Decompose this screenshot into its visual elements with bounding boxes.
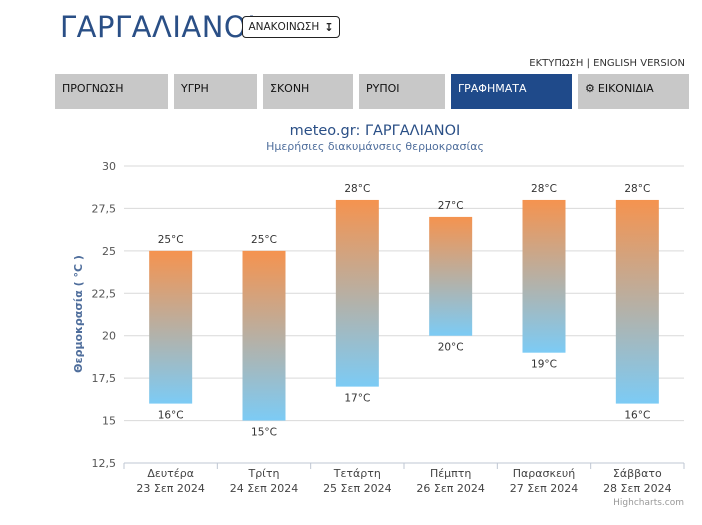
low-temp-label: 16°C <box>624 410 650 422</box>
tab-label: ΕΙΚΟΝΙΔΙΑ <box>597 82 654 95</box>
x-tick-date: 25 Σεπ 2024 <box>323 482 392 495</box>
x-tick-date: 27 Σεπ 2024 <box>510 482 579 495</box>
announcement-label: ΑΝΑΚΟΙΝΩΣΗ <box>248 21 320 33</box>
tab-label: ΠΡΟΓΝΩΣΗ <box>62 82 124 95</box>
y-tick-label: 15 <box>102 415 116 428</box>
tab-label: ΡΥΠΟΙ <box>366 82 400 95</box>
highcharts-credit[interactable]: Highcharts.com <box>613 498 684 508</box>
high-temp-label: 28°C <box>531 183 557 195</box>
x-tick-date: 26 Σεπ 2024 <box>416 482 485 495</box>
y-tick-label: 30 <box>102 160 116 173</box>
announcement-button[interactable]: ΑΝΑΚΟΙΝΩΣΗ ↧ <box>242 16 340 38</box>
english-version-link[interactable]: ENGLISH VERSION <box>593 58 685 69</box>
top-links: ΕΚΤΥΠΩΣΗ | ENGLISH VERSION <box>529 58 685 69</box>
temperature-range-bar <box>335 199 379 387</box>
x-tick-day: Δευτέρα <box>147 467 194 480</box>
y-axis-ticks: 12,5 15 17,5 20 22,5 25 27,5 30 <box>92 160 117 470</box>
y-tick-label: 27,5 <box>92 202 117 215</box>
bars: 25°C 16°C 25°C 15°C 28°C 17°C 27°C 20°C 28°C 19°C… <box>149 183 659 439</box>
temperature-range-bar <box>149 250 193 404</box>
gear-icon: ⚙ <box>585 82 595 95</box>
tab-humidity[interactable]: ΥΓΡΗ <box>174 74 257 109</box>
tab-icons[interactable]: ⚙ ΕΙΚΟΝΙΔΙΑ <box>578 74 689 109</box>
x-tick-day: Πέμπτη <box>430 467 471 480</box>
x-tick-day: Τρίτη <box>247 467 279 480</box>
x-tick-day: Σάββατο <box>613 467 662 480</box>
y-tick-label: 22,5 <box>92 287 117 300</box>
tab-charts[interactable]: ΓΡΑΦΗΜΑΤΑ <box>451 74 572 109</box>
page-title: ΓΑΡΓΑΛΙΑΝΟΙ <box>60 10 257 44</box>
x-tick-date: 28 Σεπ 2024 <box>603 482 672 495</box>
y-tick-label: 12,5 <box>92 457 117 470</box>
high-temp-label: 28°C <box>344 183 370 195</box>
chart-title: meteo.gr: ΓΑΡΓΑΛΙΑΝΟΙ <box>290 123 461 139</box>
temperature-range-bar <box>429 216 473 336</box>
low-temp-label: 20°C <box>438 342 464 354</box>
x-tick-date: 24 Σεπ 2024 <box>230 482 299 495</box>
temperature-range-bar <box>522 199 566 353</box>
link-separator: | <box>586 58 590 69</box>
high-temp-label: 25°C <box>251 234 277 246</box>
x-tick-date: 23 Σεπ 2024 <box>136 482 205 495</box>
tab-label: ΣΚΟΝΗ <box>270 82 310 95</box>
low-temp-label: 19°C <box>531 359 557 371</box>
x-tick-day: Παρασκευή <box>513 467 576 480</box>
temperature-range-bar <box>242 250 286 421</box>
x-tick-day: Τετάρτη <box>333 467 381 480</box>
high-temp-label: 28°C <box>624 183 650 195</box>
tab-label: ΓΡΑΦΗΜΑΤΑ <box>458 82 527 95</box>
low-temp-label: 17°C <box>344 393 370 405</box>
temperature-chart: meteo.gr: ΓΑΡΓΑΛΙΑΝΟΙ Ημερήσιες διακυμάν… <box>72 123 685 508</box>
x-axis-labels: Δευτέρα 23 Σεπ 2024 Τρίτη 24 Σεπ 2024 Τετάρτ… <box>123 463 685 495</box>
chart-subtitle: Ημερήσιες διακυμάνσεις θερμοκρασίας <box>266 140 484 153</box>
tab-pollutants[interactable]: ΡΥΠΟΙ <box>359 74 445 109</box>
low-temp-label: 15°C <box>251 427 277 439</box>
tab-dust[interactable]: ΣΚΟΝΗ <box>263 74 353 109</box>
tab-forecast[interactable]: ΠΡΟΓΝΩΣΗ <box>55 74 168 109</box>
gridlines <box>124 165 684 464</box>
high-temp-label: 27°C <box>438 200 464 212</box>
y-tick-label: 17,5 <box>92 372 117 385</box>
y-tick-label: 20 <box>102 330 116 343</box>
y-tick-label: 25 <box>102 245 116 258</box>
y-axis-label: Θερμοκρασία ( °C ) <box>72 255 85 373</box>
print-link[interactable]: ΕΚΤΥΠΩΣΗ <box>529 58 584 69</box>
temperature-range-bar <box>615 199 659 404</box>
arrow-down-icon: ↧ <box>324 20 334 34</box>
low-temp-label: 16°C <box>158 410 184 422</box>
tab-label: ΥΓΡΗ <box>181 82 209 95</box>
high-temp-label: 25°C <box>158 234 184 246</box>
